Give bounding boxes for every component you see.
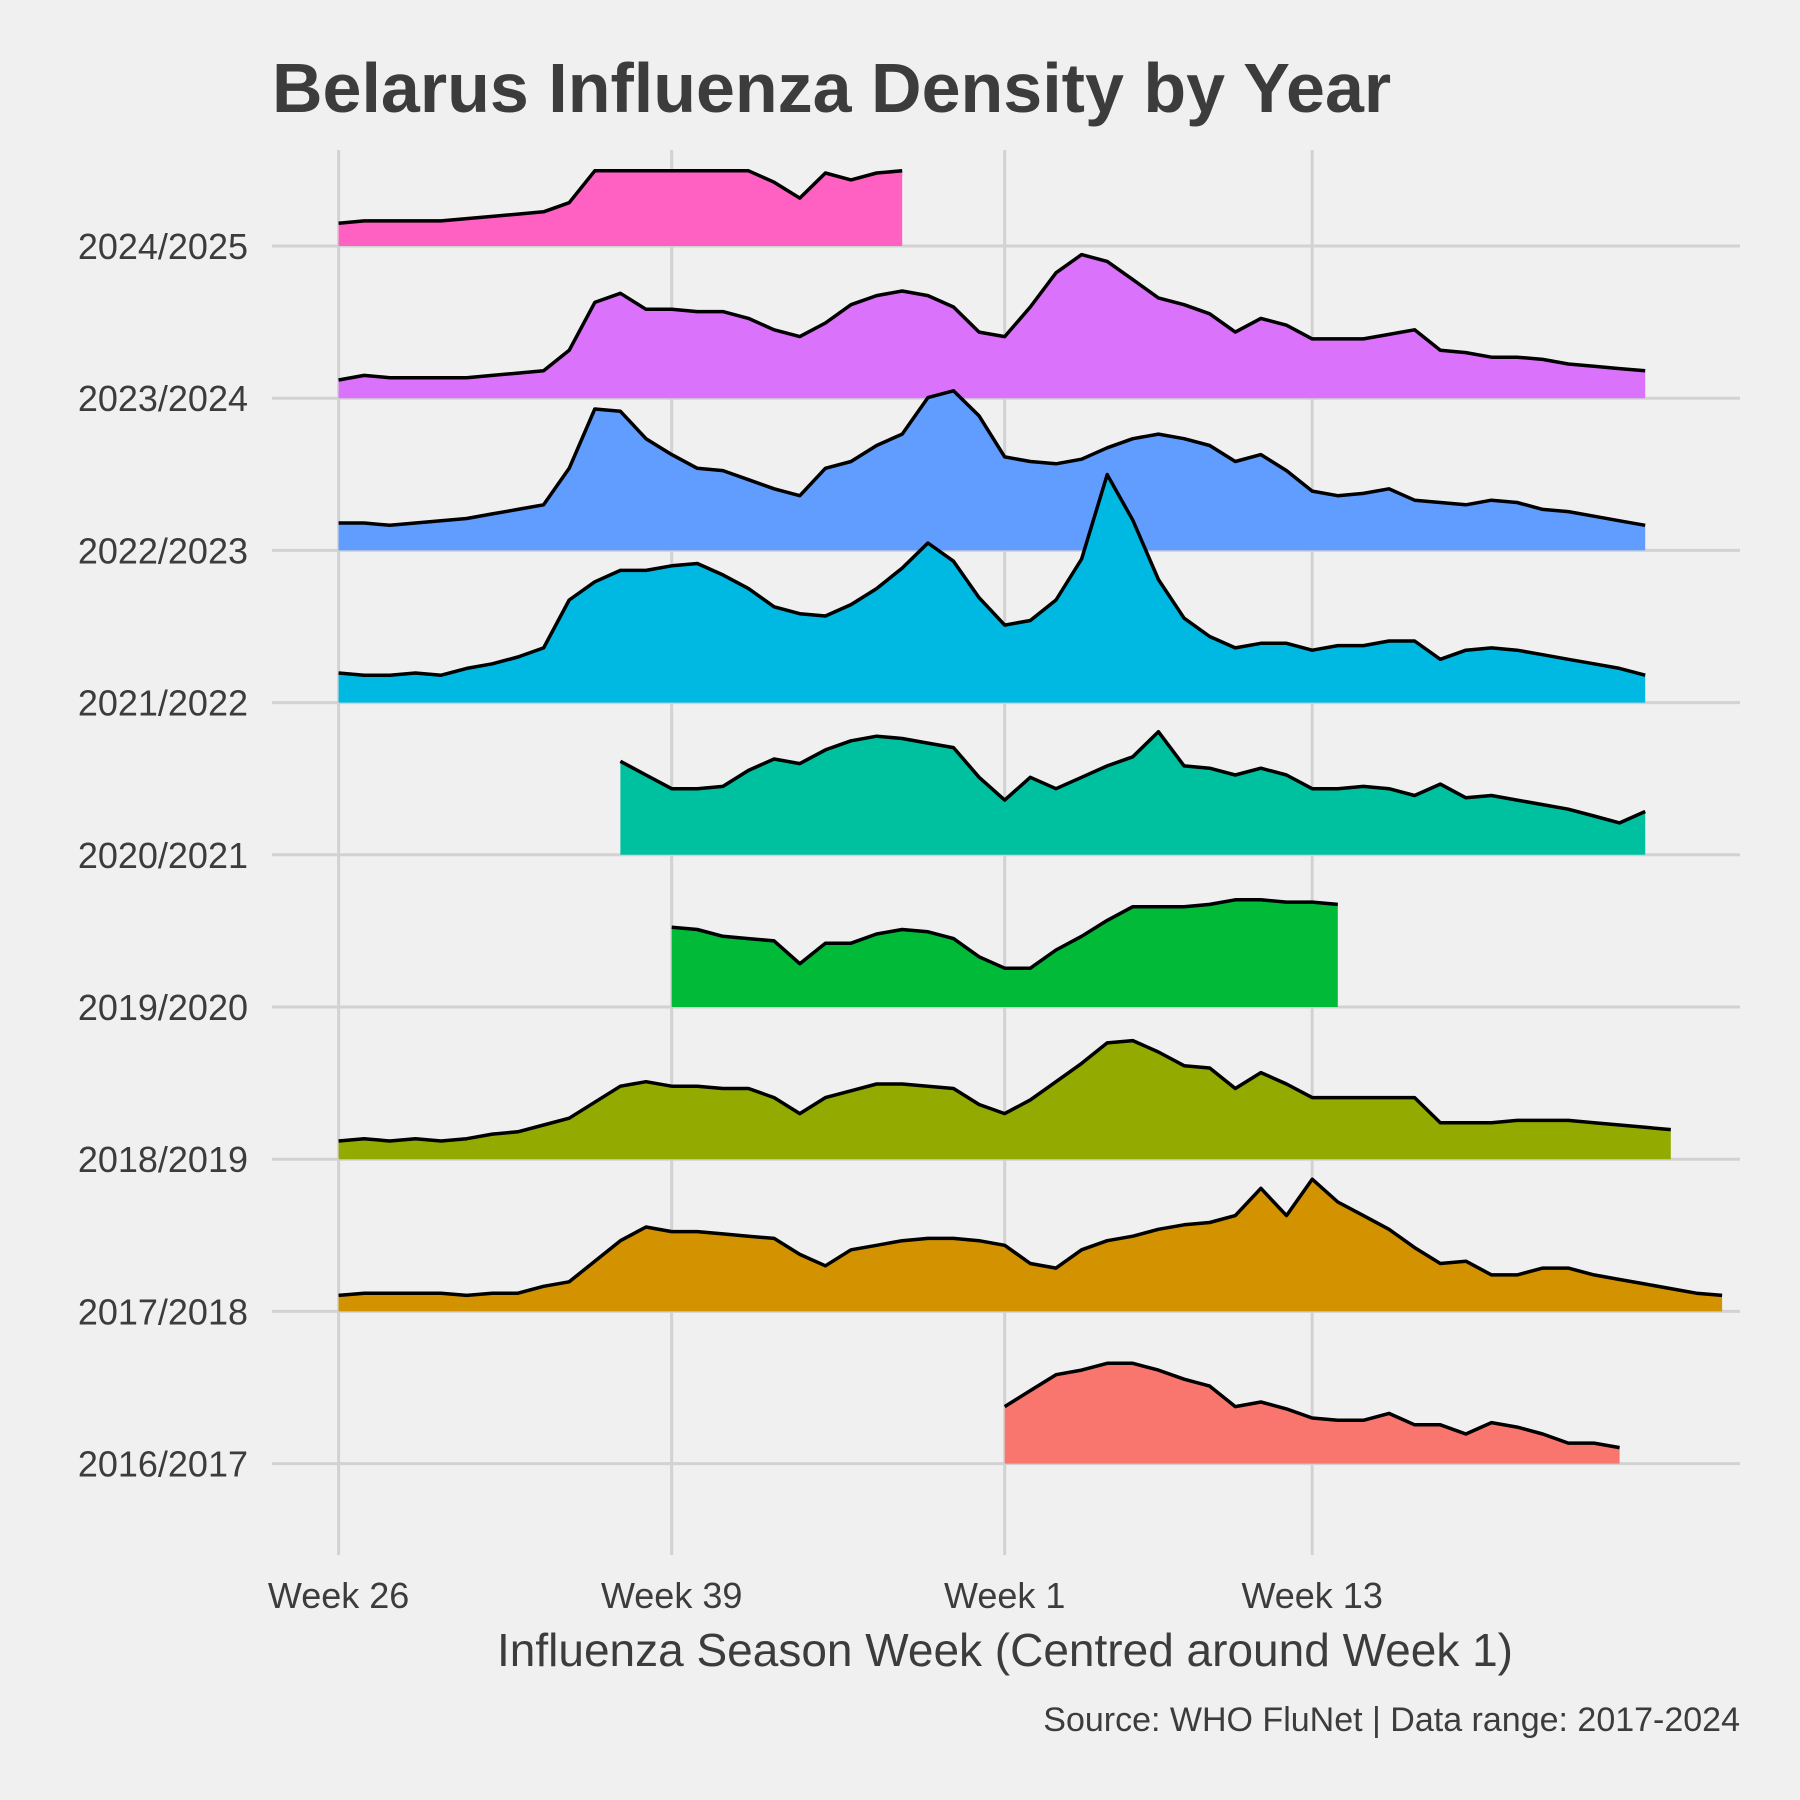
area-layer: [338, 169, 1723, 1464]
ridge-area: [620, 731, 1646, 855]
y-tick-label: 2018/2019: [78, 1139, 248, 1180]
x-tick-labels: Week 26 Week 39 Week 1 Week 13: [268, 1575, 1383, 1616]
ridge-2017-2018: [338, 1177, 1723, 1312]
ridge-line: [338, 389, 1646, 528]
ridge-line: [338, 169, 903, 225]
ridge-2023-2024: [338, 252, 1646, 399]
ridge-area: [1004, 1363, 1620, 1464]
y-tick-label: 2016/2017: [78, 1444, 248, 1485]
ridge-area: [338, 254, 1646, 399]
ridge-2024-2025: [338, 169, 903, 246]
y-tick-label: 2021/2022: [78, 683, 248, 724]
x-tick-label: Week 39: [601, 1575, 742, 1616]
x-tick-label: Week 26: [268, 1575, 409, 1616]
ridge-2021-2022: [338, 472, 1646, 703]
ridge-area: [338, 170, 903, 246]
ridge-line: [338, 1177, 1723, 1298]
y-tick-label: 2017/2018: [78, 1291, 248, 1332]
ridge-line: [338, 472, 1646, 677]
y-tick-label: 2019/2020: [78, 987, 248, 1028]
ridge-line: [1003, 1361, 1620, 1450]
ridge-2016-2017: [1003, 1361, 1620, 1464]
ridge-2020-2021: [619, 729, 1646, 855]
ridge-2018-2019: [338, 1038, 1671, 1160]
ridge-line: [671, 898, 1338, 970]
ridge-area: [338, 390, 1646, 551]
ridge-2022-2023: [338, 389, 1646, 551]
ridge-area: [338, 1040, 1671, 1160]
y-tick-label: 2020/2021: [78, 835, 248, 876]
ridge-line: [338, 252, 1646, 382]
chart-caption: Source: WHO FluNet | Data range: 2017-20…: [1043, 1701, 1740, 1739]
y-tick-label: 2024/2025: [78, 226, 248, 267]
ridge-2019-2020: [671, 898, 1338, 1007]
x-tick-label: Week 13: [1241, 1575, 1382, 1616]
ridge-line: [338, 1038, 1671, 1143]
ridge-area: [338, 1179, 1723, 1312]
ridge-area: [338, 474, 1646, 703]
ridge-line: [619, 729, 1646, 825]
y-tick-labels: 2016/2017 2017/2018 2018/2019 2019/2020 2020…: [78, 226, 248, 1485]
y-tick-label: 2022/2023: [78, 530, 248, 571]
y-tick-label: 2023/2024: [78, 378, 248, 419]
ridge-area: [671, 899, 1338, 1007]
chart-title: Belarus Influenza Density by Year: [272, 49, 1391, 127]
x-tick-label: Week 1: [944, 1575, 1065, 1616]
x-axis-title: Influenza Season Week (Centred around We…: [497, 1624, 1513, 1676]
